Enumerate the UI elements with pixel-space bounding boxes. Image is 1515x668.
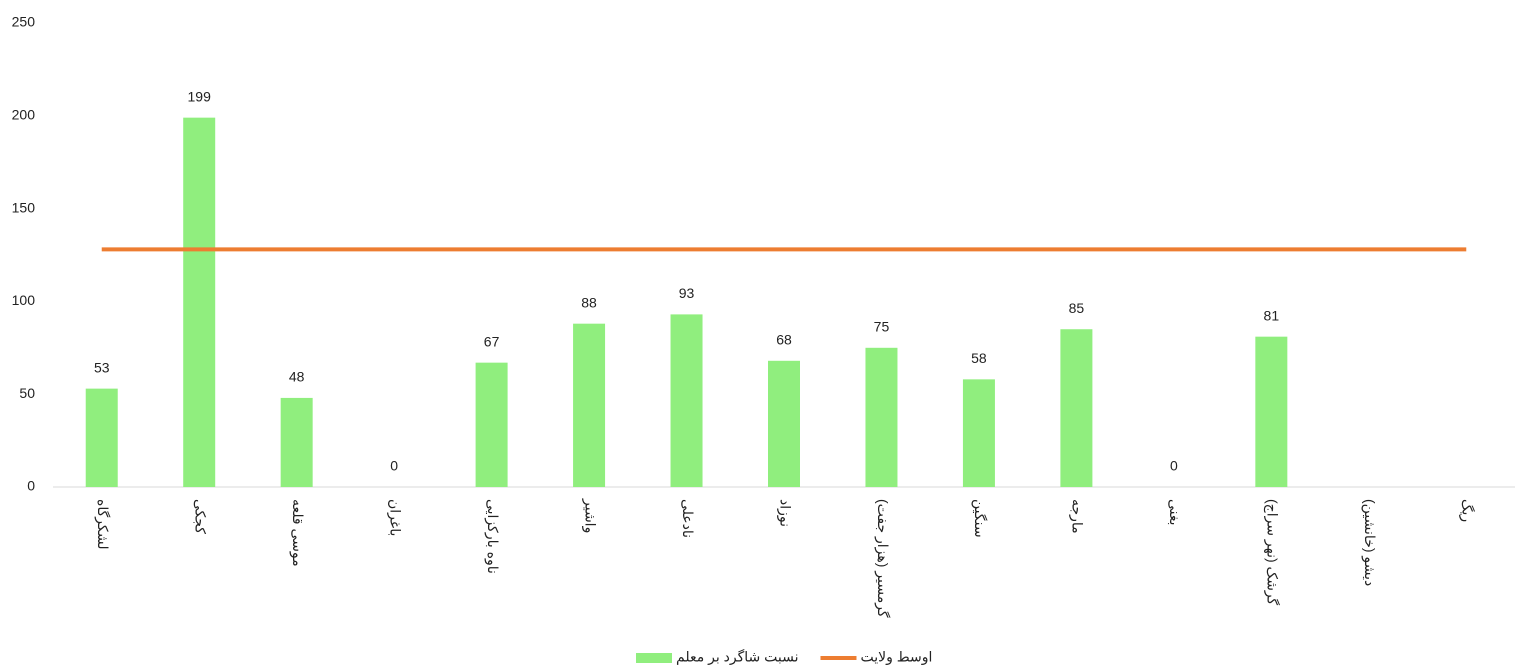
x-tick-label: مارجه <box>1069 499 1086 534</box>
bar <box>280 397 313 487</box>
y-tick-label: 50 <box>19 385 35 401</box>
bar <box>475 362 508 487</box>
data-label: 53 <box>94 359 110 375</box>
legend-label: اوسط ولایت <box>860 649 932 666</box>
x-tick-label: سنگین <box>971 499 988 538</box>
y-tick-label: 150 <box>12 199 36 215</box>
data-label: 93 <box>679 285 695 301</box>
x-tick-label: دیشو (خانشین) <box>1361 499 1378 586</box>
bar <box>962 379 995 487</box>
x-tick-label: بغنی <box>1167 499 1183 526</box>
x-tick-label: نادعلی <box>680 499 696 538</box>
data-label: 58 <box>971 350 987 366</box>
x-tick-label: گرمسیر (هزار جفت) <box>874 499 891 618</box>
bar <box>1255 336 1288 487</box>
x-tick-label: ناوه بارکزایی <box>484 499 501 574</box>
data-label: 81 <box>1264 307 1280 323</box>
bar <box>1060 329 1093 487</box>
data-label: 85 <box>1069 300 1085 316</box>
x-tick-label: واشیر <box>581 498 598 533</box>
bar <box>183 117 216 487</box>
bar <box>865 347 898 487</box>
legend-swatch <box>636 653 672 663</box>
y-tick-label: 200 <box>12 107 36 123</box>
data-label: 68 <box>776 331 792 347</box>
data-label: 88 <box>581 294 597 310</box>
bar <box>85 388 118 487</box>
legend-label: نسبت شاگرد بر معلم <box>676 649 798 666</box>
data-label: 75 <box>874 319 890 335</box>
data-label: 48 <box>289 369 305 385</box>
data-label: 0 <box>390 458 398 474</box>
x-tick-label: موسی قلعه <box>289 499 306 567</box>
bar <box>670 314 703 487</box>
y-tick-label: 250 <box>12 14 36 30</box>
x-tick-label: باغران <box>386 499 403 536</box>
data-label: 0 <box>1170 458 1178 474</box>
x-tick-label: نوزاد <box>776 499 793 527</box>
bar <box>768 360 800 487</box>
x-tick-label: لشکرگاه <box>94 499 111 549</box>
x-tick-label: ریگ <box>1459 499 1476 522</box>
data-label: 199 <box>188 88 212 104</box>
data-label: 67 <box>484 333 500 349</box>
x-tick-label: کجکی <box>192 499 208 534</box>
y-tick-label: 0 <box>27 478 35 494</box>
bar <box>573 323 606 487</box>
x-tick-label: گرشک (نهر سراج) <box>1264 499 1281 606</box>
y-tick-label: 100 <box>12 292 36 308</box>
